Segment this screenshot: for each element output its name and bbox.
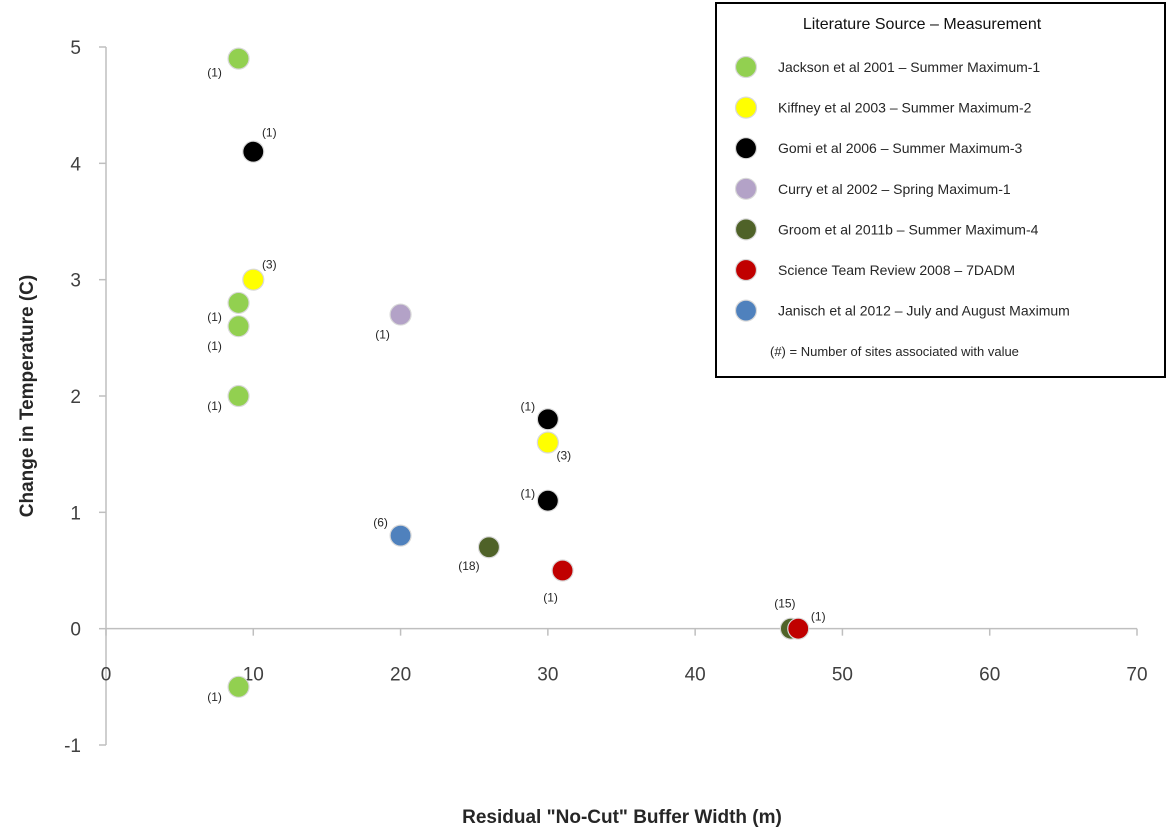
point-label: (3) — [262, 258, 277, 272]
legend-marker — [734, 177, 758, 200]
legend-entry: Curry et al 2002 – Spring Maximum-1 — [778, 181, 1011, 197]
legend-entry: Science Team Review 2008 – 7DADM — [778, 262, 1015, 278]
point-label: (1) — [521, 399, 536, 413]
data-point — [389, 524, 412, 547]
point-label: (1) — [811, 610, 826, 624]
legend-marker — [734, 137, 758, 160]
legend-title: Literature Source – Measurement — [803, 16, 1042, 33]
x-tick-label: 30 — [537, 665, 558, 686]
y-tick-label: 2 — [70, 387, 81, 408]
axes — [99, 46, 1138, 746]
x-tick-label: 70 — [1126, 665, 1147, 686]
data-point — [227, 47, 250, 70]
data-point — [536, 431, 559, 454]
y-tick-label: 4 — [70, 154, 81, 175]
point-label: (1) — [207, 399, 222, 413]
point-label: (1) — [207, 339, 222, 353]
data-point — [389, 303, 412, 326]
x-tick-label: 10 — [243, 665, 264, 686]
legend-marker — [734, 299, 758, 322]
x-tick-label: 50 — [832, 665, 853, 686]
x-tick-label: 40 — [685, 665, 706, 686]
y-tick-label: 3 — [70, 271, 81, 292]
point-label: (1) — [262, 126, 277, 140]
point-label: (15) — [774, 597, 795, 611]
legend-entry: Kiffney et al 2003 – Summer Maximum-2 — [778, 100, 1032, 116]
point-label: (1) — [543, 591, 558, 605]
point-label: (1) — [207, 690, 222, 704]
legend-entry: Janisch et al 2012 – July and August Max… — [778, 303, 1070, 319]
point-label: (3) — [557, 449, 572, 463]
legend-entry: Jackson et al 2001 – Summer Maximum-1 — [778, 59, 1040, 75]
y-tick-label: 1 — [70, 503, 81, 524]
x-tick-label: 60 — [979, 665, 1000, 686]
legend-entry: Groom et al 2011b – Summer Maximum-4 — [778, 221, 1039, 237]
legend-note: (#) = Number of sites associated with va… — [770, 344, 1019, 359]
data-point — [536, 489, 559, 512]
data-point — [787, 617, 810, 640]
legend-marker — [734, 55, 758, 79]
legend-marker — [734, 258, 758, 282]
data-point — [477, 536, 501, 559]
data-point — [242, 140, 265, 163]
x-tick-label: 20 — [390, 665, 411, 686]
legend-entry: Gomi et al 2006 – Summer Maximum-3 — [778, 140, 1023, 156]
data-point — [227, 291, 250, 315]
data-point — [551, 559, 574, 582]
legend-marker — [734, 218, 758, 241]
point-label: (18) — [458, 559, 479, 573]
point-label: (1) — [521, 487, 536, 501]
legend-box — [715, 2, 1166, 378]
y-axis-title: Change in Temperature (C) — [17, 275, 38, 517]
legend-marker — [734, 96, 758, 119]
point-label: (1) — [375, 328, 390, 342]
point-label: (6) — [373, 516, 388, 530]
legend-items: Jackson et al 2001 – Summer Maximum-1 Kif… — [734, 55, 1070, 322]
y-tick-label: 0 — [70, 620, 81, 641]
data-point — [242, 268, 265, 291]
point-label: (1) — [207, 66, 222, 80]
data-point — [536, 408, 559, 431]
data-point — [227, 315, 250, 338]
y-tick-label: 5 — [70, 38, 81, 59]
legend: Literature Source – Measurement Jackson … — [715, 2, 1166, 378]
data-points: (1) (1) (1) (1) (1) (3) (3) (1) (1) (1) (1) (18) (15… — [207, 47, 826, 704]
x-tick-label: 0 — [101, 665, 112, 686]
x-axis-title: Residual "No-Cut" Buffer Width (m) — [462, 807, 782, 828]
data-point — [227, 675, 250, 698]
point-label: (1) — [207, 310, 222, 324]
y-tick-label: -1 — [64, 736, 81, 757]
data-point — [227, 384, 250, 408]
